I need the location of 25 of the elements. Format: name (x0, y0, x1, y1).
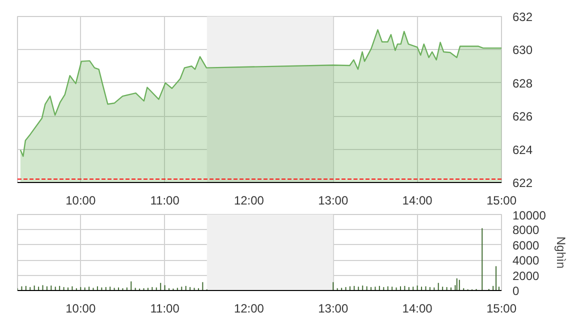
y-tick-label: 6000 (512, 238, 540, 252)
x-tick-label: 11:00 (150, 302, 180, 316)
x-tick-label: 14:00 (402, 302, 433, 316)
y-tick-label: 626 (512, 110, 533, 124)
y-tick-label: 2000 (512, 268, 540, 283)
y-tick-label: 8000 (512, 223, 540, 238)
x-tick-label: 12:00 (234, 302, 264, 316)
x-tick-label: 13:00 (318, 194, 348, 208)
x-tick-label: 10:00 (66, 302, 96, 316)
y-axis-title: Nghìn (554, 236, 568, 269)
y-tick-label: 628 (512, 76, 533, 90)
y-tick-label: 622 (512, 176, 533, 190)
y-tick-label: 630 (512, 43, 533, 58)
x-tick-label: 13:00 (318, 302, 348, 316)
x-tick-label: 11:00 (150, 194, 180, 208)
y-tick-label: 632 (512, 10, 533, 24)
x-tick-label: 14:00 (402, 194, 433, 208)
y-tick-label: 4000 (512, 254, 540, 268)
x-tick-label: 15:00 (486, 194, 517, 208)
y-tick-label: 10000 (512, 208, 546, 222)
y-tick-label: 0 (512, 284, 520, 298)
x-tick-label: 12:00 (234, 194, 264, 208)
x-tick-label: 10:00 (66, 194, 96, 208)
x-tick-label: 15:00 (486, 302, 517, 316)
y-tick-label: 624 (512, 142, 533, 157)
